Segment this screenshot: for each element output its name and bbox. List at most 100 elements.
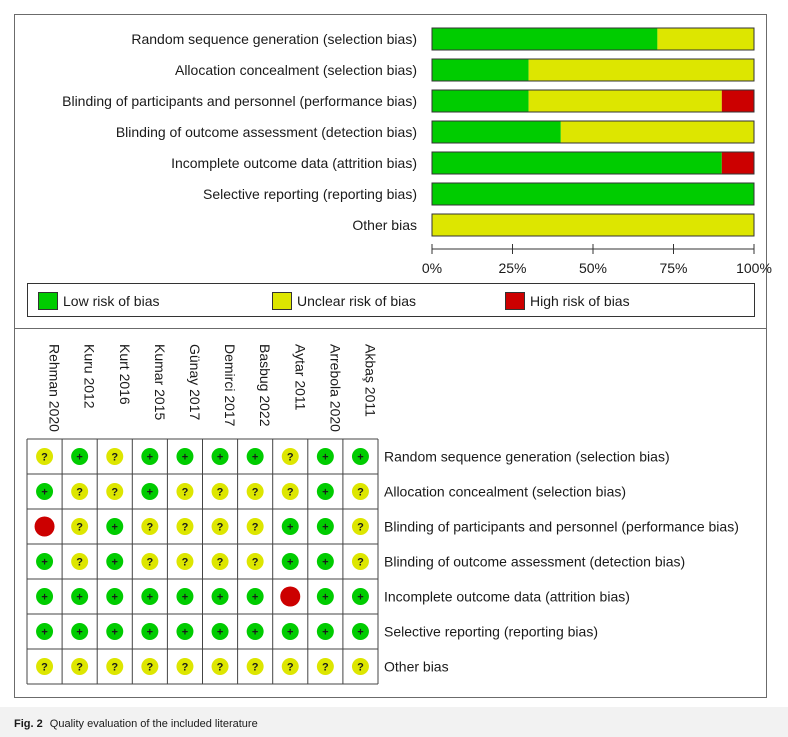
judgement-symbol-unclear: ? (41, 662, 48, 674)
judgement-dot-low (316, 483, 334, 500)
judgement-dot-low (141, 588, 159, 605)
judgement-dot-unclear (246, 483, 264, 500)
judgement-symbol-low: + (182, 452, 188, 464)
judgement-symbol-low: + (252, 592, 258, 604)
judgement-dot-low (106, 518, 124, 535)
judgement-symbol-low: + (41, 592, 47, 604)
judgement-dot-low (281, 518, 299, 535)
judgement-dot-high (34, 516, 55, 537)
row-label: Other bias (352, 217, 417, 233)
caption-strip (0, 707, 788, 737)
judgement-dot-unclear (176, 553, 194, 570)
bar-outline (431, 151, 755, 175)
judgement-dot-unclear (141, 553, 159, 570)
judgement-symbol-low: + (322, 487, 328, 499)
judgement-dot-unclear (141, 518, 159, 535)
risk-of-bias-summary-chart: Random sequence generation (selection bi… (62, 27, 772, 276)
judgement-symbol-unclear: ? (146, 662, 153, 674)
study-label: Basbug 2022 (257, 344, 273, 427)
judgement-dot-low (211, 448, 229, 465)
judgement-symbol-unclear: ? (217, 662, 224, 674)
judgement-dot-unclear (246, 518, 264, 535)
legend-label-low: Low risk of bias (63, 293, 160, 309)
judgement-dot-low (176, 448, 194, 465)
judgement-dot-low (141, 623, 159, 640)
judgement-dot-low (36, 588, 54, 605)
judgement-dot-low (281, 553, 299, 570)
judgement-symbol-low: + (217, 627, 223, 639)
figure-caption: Fig. 2 Quality evaluation of the include… (14, 717, 258, 731)
judgement-symbol-low: + (147, 627, 153, 639)
x-tick-label: 25% (498, 260, 526, 276)
judgement-symbol-unclear: ? (111, 452, 118, 464)
judgement-dot-unclear (106, 658, 124, 675)
judgement-symbol-low: + (287, 522, 293, 534)
bar-outline (431, 89, 755, 113)
judgement-dot-unclear (351, 483, 369, 500)
judgement-symbol-unclear: ? (111, 662, 118, 674)
judgement-dot-low (211, 623, 229, 640)
judgement-dot-unclear (316, 658, 334, 675)
bar-outline (431, 182, 755, 206)
judgement-symbol-unclear: ? (357, 557, 364, 569)
judgement-symbol-low: + (112, 627, 118, 639)
judgement-symbol-low: + (112, 592, 118, 604)
bar-segment-high (721, 90, 754, 112)
study-label: Arrebola 2020 (327, 344, 343, 432)
bar-segment-unclear (657, 28, 754, 50)
x-tick-label: 75% (659, 260, 687, 276)
judgement-dot-unclear (281, 483, 299, 500)
study-label: Rehman 2020 (47, 344, 63, 432)
panel-divider (14, 328, 767, 329)
judgement-symbol-low: + (322, 452, 328, 464)
judgement-dot-low (316, 553, 334, 570)
study-label: Demirci 2017 (222, 344, 238, 427)
judgement-symbol-unclear: ? (357, 662, 364, 674)
judgement-dot-unclear (246, 658, 264, 675)
study-label: Akbaş 2011 (362, 344, 378, 417)
judgement-dot-unclear (71, 553, 89, 570)
judgement-symbol-unclear: ? (217, 557, 224, 569)
bar-outline (431, 58, 755, 82)
judgement-symbol-unclear: ? (252, 487, 259, 499)
judgement-symbol-low: + (112, 522, 118, 534)
judgement-symbol-low: + (322, 557, 328, 569)
legend-swatch-low (38, 292, 58, 310)
judgement-dot-unclear (36, 658, 54, 675)
judgement-dot-low (36, 483, 54, 500)
judgement-dot-unclear (351, 518, 369, 535)
bar-outline (431, 27, 755, 51)
judgement-symbol-low: + (287, 627, 293, 639)
judgement-symbol-unclear: ? (252, 662, 259, 674)
legend-swatch-high (505, 292, 525, 310)
judgement-symbol-unclear: ? (76, 557, 83, 569)
judgement-symbol-unclear: ? (146, 522, 153, 534)
judgement-symbol-low: + (322, 592, 328, 604)
domain-label: Blinding of participants and personnel (… (384, 519, 739, 535)
judgement-symbol-low: + (41, 487, 47, 499)
judgement-symbol-low: + (322, 522, 328, 534)
domain-label: Selective reporting (reporting bias) (384, 624, 598, 640)
judgement-dot-unclear (351, 658, 369, 675)
judgement-dot-unclear (211, 518, 229, 535)
row-label: Allocation concealment (selection bias) (175, 62, 417, 78)
judgement-symbol-low: + (252, 452, 258, 464)
judgement-dot-low (71, 623, 89, 640)
bar-segment-low (432, 59, 529, 81)
judgement-dot-unclear (106, 483, 124, 500)
judgement-dot-low (71, 588, 89, 605)
bar-segment-low (432, 121, 561, 143)
domain-label: Random sequence generation (selection bi… (384, 449, 670, 465)
judgement-dot-low (36, 623, 54, 640)
domain-label: Other bias (384, 659, 449, 675)
judgement-dot-unclear (246, 553, 264, 570)
judgement-symbol-unclear: ? (76, 662, 83, 674)
legend-label-unclear: Unclear risk of bias (297, 293, 417, 309)
bar-segment-unclear (528, 90, 722, 112)
judgement-symbol-unclear: ? (182, 662, 189, 674)
domain-label: Incomplete outcome data (attrition bias) (384, 589, 630, 605)
judgement-dot-low (71, 448, 89, 465)
bar-segment-unclear (432, 214, 754, 236)
judgement-symbol-unclear: ? (76, 487, 83, 499)
judgement-symbol-low: + (182, 627, 188, 639)
